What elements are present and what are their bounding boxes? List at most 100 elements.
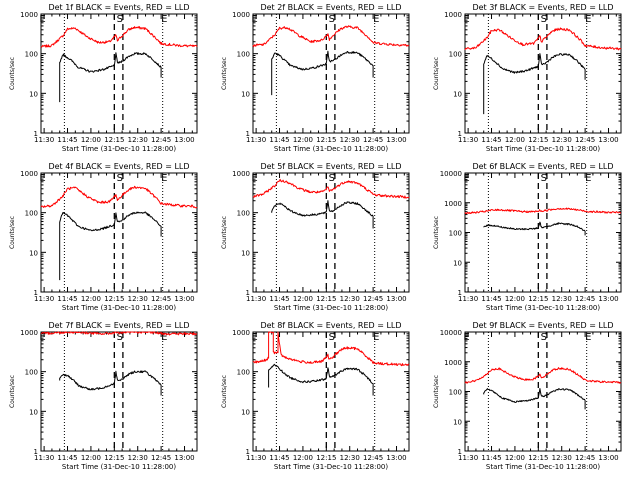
x-tick-label: 12:15 — [528, 454, 548, 462]
x-tick-label: 12:00 — [81, 454, 101, 462]
x-axis-label: Start Time (31-Dec-10 11:28:00) — [274, 463, 388, 471]
y-tick-label: 1000 — [232, 170, 250, 178]
x-tick-label: 11:45 — [481, 295, 501, 303]
y-tick-label: 1 — [246, 289, 250, 297]
x-tick-label: 12:30 — [340, 136, 360, 144]
x-axis-label: Start Time (31-Dec-10 11:28:00) — [62, 463, 176, 471]
event-rate-series — [271, 50, 374, 96]
x-tick-label: 12:15 — [316, 136, 336, 144]
x-tick-label: 12:15 — [104, 295, 124, 303]
x-axis-label: Start Time (31-Dec-10 11:28:00) — [274, 304, 388, 312]
y-axis-label: Counts/sec — [9, 57, 16, 90]
plot-frame — [252, 13, 410, 134]
plot-frame — [40, 172, 198, 293]
event-rate-series — [59, 52, 162, 103]
y-tick-label: 10 — [453, 259, 462, 267]
y-tick-label: 10000 — [440, 329, 462, 337]
y-tick-label: 1000 — [20, 329, 38, 337]
x-axis-label: Start Time (31-Dec-10 11:28:00) — [62, 304, 176, 312]
x-tick-label: 12:00 — [505, 295, 525, 303]
event-rate-series — [483, 221, 586, 236]
event-rate-series — [268, 363, 374, 396]
event-marker-e: E — [161, 14, 167, 25]
x-tick-label: 11:30 — [246, 295, 266, 303]
y-axis-label: Counts/sec — [221, 57, 228, 90]
x-tick-label: 11:45 — [481, 136, 501, 144]
chart-title: Det 6f BLACK = Events, RED = LLD — [472, 162, 613, 171]
y-axis-label: Counts/sec — [9, 216, 16, 249]
event-marker-s: S — [329, 14, 335, 25]
y-tick-label: 1000 — [232, 329, 250, 337]
lld-rate-series — [464, 207, 622, 214]
x-tick-label: 12:30 — [552, 454, 572, 462]
event-marker-e: E — [251, 332, 257, 343]
x-tick-label: 12:00 — [293, 295, 313, 303]
plot-frame — [464, 172, 622, 293]
chart-title: Det 1f BLACK = Events, RED = LLD — [48, 3, 189, 12]
event-marker-s: S — [329, 332, 335, 343]
lld-rate-series — [40, 331, 198, 336]
chart-title: Det 5f BLACK = Events, RED = LLD — [260, 162, 401, 171]
event-marker-e: E — [251, 173, 257, 184]
event-marker-e: E — [373, 332, 379, 343]
x-tick-label: 12:00 — [81, 295, 101, 303]
y-tick-label: 100 — [25, 210, 38, 218]
y-tick-label: 1 — [34, 448, 38, 456]
chart-panel-9: Det 9f BLACK = Events, RED = LLD 1 10 100 10… — [433, 321, 622, 471]
x-tick-label: 12:30 — [552, 136, 572, 144]
y-axis-label: Counts/sec — [433, 375, 440, 408]
chart-panel-1: Det 1f BLACK = Events, RED = LLD 1 10 100 10… — [9, 3, 198, 153]
x-tick-label: 12:45 — [151, 136, 171, 144]
x-tick-label: 12:45 — [151, 454, 171, 462]
y-tick-label: 10 — [29, 90, 38, 98]
event-marker-e: E — [585, 14, 591, 25]
y-tick-label: 10 — [29, 408, 38, 416]
x-tick-label: 11:45 — [269, 136, 289, 144]
x-tick-label: 11:30 — [34, 454, 54, 462]
event-marker-s: S — [117, 332, 123, 343]
event-marker-e: E — [161, 173, 167, 184]
y-tick-label: 100 — [25, 51, 38, 59]
event-marker-e: E — [251, 14, 257, 25]
event-marker-e: E — [373, 173, 379, 184]
chart-panel-4: Det 4f BLACK = Events, RED = LLD 1 10 100 10… — [9, 162, 198, 312]
x-tick-label: 13:00 — [174, 454, 194, 462]
plot-frame — [464, 13, 622, 134]
lld-rate-series — [40, 26, 198, 48]
y-tick-label: 100 — [449, 51, 462, 59]
x-tick-label: 13:00 — [598, 136, 618, 144]
event-marker-e: E — [463, 14, 469, 25]
y-tick-label: 100 — [237, 210, 250, 218]
x-tick-label: 12:00 — [505, 136, 525, 144]
x-tick-label: 12:30 — [128, 136, 148, 144]
chart-panel-6: Det 6f BLACK = Events, RED = LLD 1 10 100 10… — [433, 162, 622, 312]
chart-panel-8: Det 8f BLACK = Events, RED = LLD 1 10 100 10… — [221, 321, 410, 471]
x-axis-label: Start Time (31-Dec-10 11:28:00) — [274, 145, 388, 153]
x-tick-label: 13:00 — [386, 295, 406, 303]
x-tick-label: 12:30 — [128, 295, 148, 303]
y-tick-label: 10 — [29, 249, 38, 257]
x-tick-label: 11:30 — [246, 454, 266, 462]
y-tick-label: 100 — [25, 369, 38, 377]
event-marker-e: E — [585, 173, 591, 184]
x-tick-label: 11:30 — [34, 136, 54, 144]
event-marker-s: S — [329, 173, 335, 184]
plot-frame — [252, 331, 410, 452]
lld-rate-series — [464, 367, 622, 384]
event-marker-s: S — [117, 173, 123, 184]
x-tick-label: 12:45 — [151, 295, 171, 303]
y-tick-label: 100 — [449, 389, 462, 397]
event-marker-s: S — [541, 14, 547, 25]
plot-frame — [464, 331, 622, 452]
y-axis-label: Counts/sec — [433, 216, 440, 249]
event-rate-series — [59, 211, 162, 281]
y-tick-label: 1000 — [20, 170, 38, 178]
event-marker-e: E — [161, 332, 167, 343]
y-tick-label: 1000 — [232, 11, 250, 19]
event-rate-series — [483, 388, 586, 410]
x-tick-label: 12:15 — [528, 295, 548, 303]
event-rate-series — [483, 53, 586, 115]
x-tick-label: 11:45 — [57, 295, 77, 303]
x-tick-label: 13:00 — [174, 295, 194, 303]
